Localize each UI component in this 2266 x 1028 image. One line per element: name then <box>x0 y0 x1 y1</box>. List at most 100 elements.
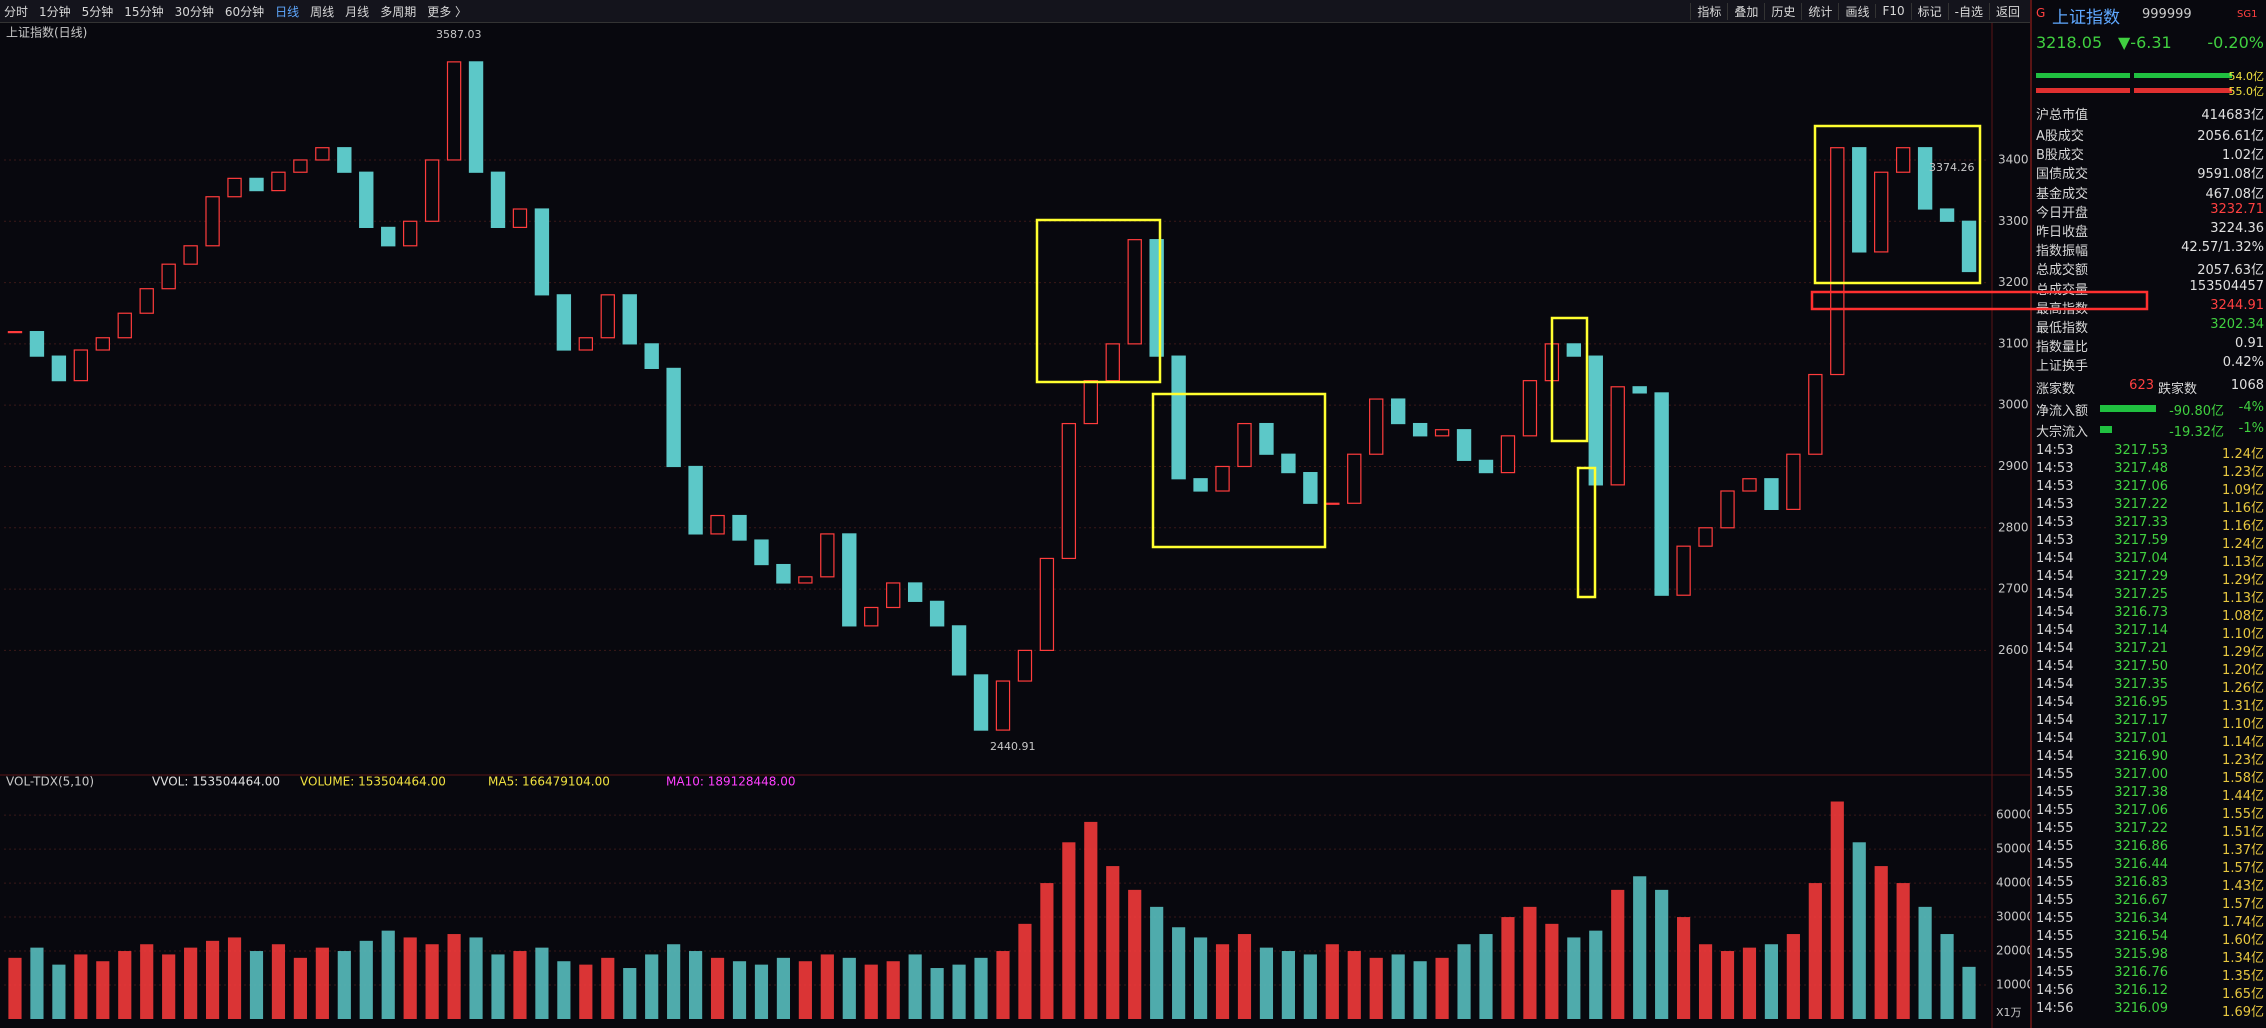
stat-value: 2057.63亿 <box>2197 263 2264 279</box>
volume-bar <box>886 961 900 1019</box>
stat-label: 指数量比 <box>2036 340 2089 356</box>
volume-bar <box>996 951 1010 1019</box>
volume-bar <box>1413 961 1427 1019</box>
y-tick-label: 10000 <box>1996 978 2030 992</box>
y-tick-label: 20000 <box>1996 944 2030 958</box>
stat-label: 国债成交 <box>2036 167 2089 183</box>
candle <box>1193 478 1208 492</box>
tick-time: 14:54 <box>2036 587 2074 602</box>
period-tab[interactable]: 30分钟 <box>174 4 214 19</box>
volume-bar <box>227 937 242 1019</box>
volume-bar <box>425 944 439 1019</box>
candle <box>798 576 813 584</box>
volume-title: VOL-TDX(5,10) <box>6 775 94 789</box>
candle <box>600 294 615 339</box>
y-tick-label: 3300 <box>1998 214 2029 228</box>
volume-bar <box>205 940 220 1019</box>
tick-time: 14:54 <box>2036 731 2074 746</box>
stat-label: 总成交额 <box>2036 263 2089 279</box>
candle <box>710 514 725 535</box>
candle <box>205 196 220 247</box>
tool-button[interactable]: 统计 <box>1801 2 1838 20</box>
volume-bar <box>469 937 483 1019</box>
tick-volume: 1.16亿 <box>2222 519 2264 534</box>
period-tab[interactable]: 15分钟 <box>124 4 164 19</box>
tick-volume: 1.31亿 <box>2222 699 2264 714</box>
y-tick-label: 2700 <box>1998 582 2029 596</box>
volume-bar <box>1940 934 1954 1019</box>
volume-bar <box>930 968 944 1019</box>
index-name: 上证指数 <box>2052 8 2120 28</box>
toolbar: 分时 1分钟 5分钟 15分钟 30分钟 60分钟 日线 周线 月线 多周期 更多 〉 指标 叠加 历史统… <box>0 0 2030 23</box>
flow-label: 大宗流入 <box>2036 425 2089 440</box>
period-tab[interactable]: 1分钟 <box>39 4 71 19</box>
tool-button[interactable]: 叠加 <box>1727 2 1764 20</box>
volume-bar <box>162 954 176 1019</box>
tick-price: 3217.14 <box>2114 623 2168 638</box>
volume-bar <box>667 944 681 1019</box>
tool-button[interactable]: F10 <box>1875 4 1910 18</box>
tick-time: 14:56 <box>2036 1001 2074 1016</box>
y-tick-label: 3200 <box>1998 275 2029 289</box>
tick-volume: 1.37亿 <box>2222 843 2264 858</box>
tick-price: 3215.98 <box>2114 947 2168 962</box>
period-tab[interactable]: 月线 <box>345 4 370 19</box>
tick-time: 14:54 <box>2036 605 2074 620</box>
volume-bar <box>754 964 769 1019</box>
tool-button[interactable]: -自选 <box>1947 2 1989 20</box>
volume-legend: MA5: 166479104.00 <box>488 775 610 789</box>
tick-price: 3217.22 <box>2114 821 2168 836</box>
candle <box>1412 422 1428 437</box>
candle <box>1017 649 1033 682</box>
volume-bar <box>1435 957 1449 1019</box>
candle <box>1654 392 1669 596</box>
volume-bar <box>732 961 747 1019</box>
stat-value: 414683亿 <box>2201 108 2264 123</box>
tick-volume: 1.57亿 <box>2222 897 2264 912</box>
volume-bar <box>1040 883 1054 1019</box>
candle <box>1127 239 1142 345</box>
candle <box>1434 429 1450 437</box>
tool-button[interactable]: 画线 <box>1838 2 1875 20</box>
candle <box>7 331 23 334</box>
tick-volume: 1.13亿 <box>2222 555 2264 570</box>
candle <box>1566 343 1582 357</box>
tool-button[interactable]: 标记 <box>1910 2 1948 20</box>
volume-bar <box>1501 917 1515 1019</box>
tick-time: 14:55 <box>2036 911 2074 926</box>
tick-volume: 1.55亿 <box>2222 807 2264 822</box>
tick-time: 14:53 <box>2036 497 2074 512</box>
volume-bar <box>1764 944 1779 1019</box>
period-tab[interactable]: 多周期 <box>380 4 417 19</box>
volume-bar <box>381 930 395 1019</box>
ratio-label: 54.0亿 <box>2228 70 2265 83</box>
period-tab[interactable]: 更多 〉 <box>427 4 468 19</box>
volume-bar <box>776 957 791 1019</box>
candle <box>227 177 242 198</box>
tool-button[interactable]: 历史 <box>1764 2 1801 20</box>
volume-legend: VOLUME: 153504464.00 <box>300 775 446 789</box>
tick-volume: 1.10亿 <box>2222 627 2264 642</box>
tool-button[interactable]: 指标 <box>1690 2 1727 20</box>
candle <box>1105 343 1120 382</box>
period-tab[interactable]: 分时 <box>4 4 29 19</box>
candle <box>556 294 572 351</box>
breadth-label: 跌家数 <box>2158 382 2198 397</box>
volume-bar <box>842 957 856 1019</box>
period-tab[interactable]: 60分钟 <box>224 4 265 19</box>
volume-bar <box>820 954 834 1019</box>
volume-bar <box>1786 934 1800 1019</box>
candle <box>534 208 550 296</box>
period-tab[interactable]: 5分钟 <box>81 4 114 19</box>
period-tab[interactable]: 周线 <box>310 4 335 19</box>
candle <box>1369 398 1384 455</box>
volume-bar <box>1962 966 1976 1019</box>
tick-volume: 1.23亿 <box>2222 753 2264 768</box>
candle <box>1830 147 1845 376</box>
flow-bar <box>2100 426 2112 433</box>
volume-bar <box>1611 889 1625 1019</box>
tool-button[interactable]: 返回 <box>1988 2 2026 20</box>
candle <box>1786 453 1801 510</box>
tick-price: 3217.25 <box>2114 587 2168 602</box>
period-tab[interactable]: 日线 <box>275 4 300 19</box>
